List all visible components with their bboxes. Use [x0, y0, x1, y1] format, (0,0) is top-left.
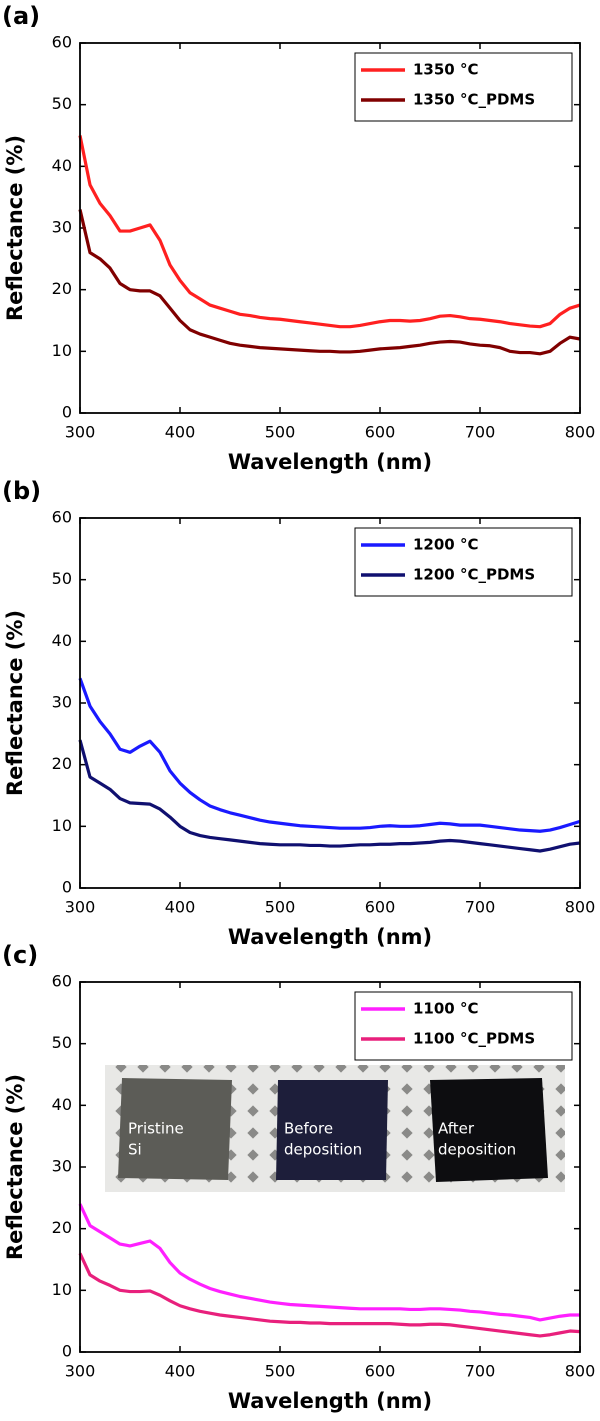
panel-label: (c): [2, 941, 38, 969]
y-axis-label: Reflectance (%): [3, 135, 27, 321]
x-tick-label: 700: [465, 1362, 496, 1381]
x-tick-label: 700: [465, 898, 496, 917]
y-tick-label: 10: [52, 1280, 72, 1299]
x-tick-label: 800: [565, 898, 596, 917]
y-tick-label: 40: [52, 156, 72, 175]
y-axis-label: Reflectance (%): [3, 610, 27, 796]
x-axis-label: Wavelength (nm): [228, 925, 432, 949]
inset-label: After: [438, 1120, 475, 1138]
legend-label: 1350 °C_PDMS: [413, 91, 535, 109]
y-tick-label: 10: [52, 341, 72, 360]
y-tick-label: 50: [52, 569, 72, 588]
y-tick-label: 0: [62, 1342, 72, 1361]
data-line: [78, 1203, 580, 1322]
plot-frame: [79, 517, 581, 889]
inset-label: deposition: [438, 1141, 516, 1159]
x-tick-label: 500: [265, 423, 296, 442]
x-axis-label: Wavelength (nm): [228, 450, 432, 474]
x-tick-label: 600: [365, 1362, 396, 1381]
y-tick-label: 30: [52, 693, 72, 712]
y-tick-label: 30: [52, 218, 72, 237]
data-line: [78, 1252, 581, 1338]
y-tick-label: 20: [52, 754, 72, 773]
x-tick-label: 300: [65, 423, 96, 442]
x-tick-label: 400: [165, 1362, 196, 1381]
y-tick-label: 50: [52, 94, 72, 113]
y-tick-label: 30: [52, 1157, 72, 1176]
y-tick-label: 50: [52, 1033, 72, 1052]
plot-frame: [79, 42, 581, 414]
inset-label: Si: [128, 1141, 142, 1159]
x-tick-label: 300: [65, 1362, 96, 1381]
y-axis-label: Reflectance (%): [3, 1074, 27, 1260]
x-tick-label: 800: [565, 423, 596, 442]
x-tick-label: 400: [165, 898, 196, 917]
inset-label: Before: [284, 1120, 333, 1138]
data-line: [78, 677, 581, 833]
inset-label: Pristine: [128, 1120, 184, 1138]
x-tick-label: 600: [365, 898, 396, 917]
y-tick-label: 60: [52, 972, 72, 991]
x-tick-label: 300: [65, 898, 96, 917]
legend-label: 1100 °C: [413, 1000, 478, 1018]
legend-label: 1100 °C_PDMS: [413, 1030, 535, 1048]
legend-label: 1200 °C: [413, 536, 478, 554]
y-tick-label: 40: [52, 1095, 72, 1114]
y-tick-label: 20: [52, 1218, 72, 1237]
y-tick-label: 0: [62, 403, 72, 422]
x-tick-label: 500: [265, 898, 296, 917]
y-tick-label: 10: [52, 816, 72, 835]
legend-label: 1350 °C: [413, 61, 478, 79]
data-line: [78, 209, 581, 356]
y-tick-label: 40: [52, 631, 72, 650]
x-tick-label: 600: [365, 423, 396, 442]
y-tick-label: 60: [52, 33, 72, 52]
x-axis-label: Wavelength (nm): [228, 1389, 432, 1413]
panel-label: (b): [2, 477, 41, 505]
legend-label: 1200 °C_PDMS: [413, 566, 535, 584]
legend-box: [354, 991, 573, 1061]
legend-box: [354, 52, 573, 122]
inset-photo: [105, 1065, 565, 1192]
x-tick-label: 700: [465, 423, 496, 442]
data-line: [78, 739, 581, 853]
x-tick-label: 500: [265, 1362, 296, 1381]
legend-box: [354, 527, 573, 597]
y-tick-label: 20: [52, 279, 72, 298]
x-tick-label: 400: [165, 423, 196, 442]
y-tick-label: 60: [52, 508, 72, 527]
x-tick-label: 800: [565, 1362, 596, 1381]
inset-label: deposition: [284, 1141, 362, 1159]
plot-frame: [79, 981, 581, 1353]
panel-label: (a): [2, 2, 40, 30]
y-tick-label: 0: [62, 878, 72, 897]
data-line: [78, 135, 581, 329]
